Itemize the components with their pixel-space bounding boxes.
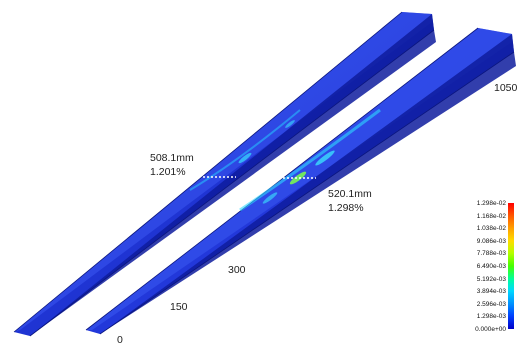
- legend-tick-label: 7.788e-03: [476, 250, 506, 258]
- scale-label-150: 150: [170, 301, 188, 313]
- legend-color-bin: [508, 203, 514, 216]
- legend-color-bin: [508, 240, 514, 254]
- right-beam: [85, 27, 516, 335]
- legend-color-bin: [508, 253, 514, 266]
- legend-tick-label: 2.596e-03: [476, 300, 506, 308]
- legend-color-bin: [508, 278, 514, 292]
- legend-tick-label: 1.298e-03: [476, 313, 506, 321]
- legend-tick-label: 6.490e-03: [476, 263, 506, 270]
- left-beam: [13, 11, 436, 337]
- legend-color-bin: [508, 228, 514, 241]
- legend-color-bin: [508, 215, 514, 229]
- scale-label-1050: 1050: [494, 82, 518, 94]
- right-length-label: 520.1mm: [328, 188, 372, 200]
- legend-tick-label: 1.298e-02: [476, 200, 506, 207]
- left-length-label: 508.1mm: [150, 152, 194, 164]
- left-percent-label: 1.201%: [150, 166, 186, 178]
- legend-color-bin: [508, 303, 514, 317]
- legend-tick-label: 3.894e-03: [476, 288, 506, 296]
- legend-color-bin: [508, 266, 514, 279]
- legend-color-bin: [508, 291, 514, 304]
- legend-tick-label: 1.038e-02: [476, 225, 506, 233]
- right-percent-label: 1.298%: [328, 202, 364, 214]
- legend-tick-label: 5.192e-03: [476, 275, 506, 283]
- scale-label-300: 300: [228, 264, 246, 276]
- legend-tick-label: 1.168e-02: [476, 212, 506, 220]
- legend-color-bin: [508, 316, 514, 329]
- scale-label-0: 0: [117, 334, 123, 346]
- legend-tick-label: 9.086e-03: [476, 237, 506, 245]
- legend-tick-label: 0.000e+00: [475, 326, 506, 333]
- color-legend: 1.298e-02 1.168e-02 1.038e-02 9.086e-03 7.78…: [466, 200, 518, 345]
